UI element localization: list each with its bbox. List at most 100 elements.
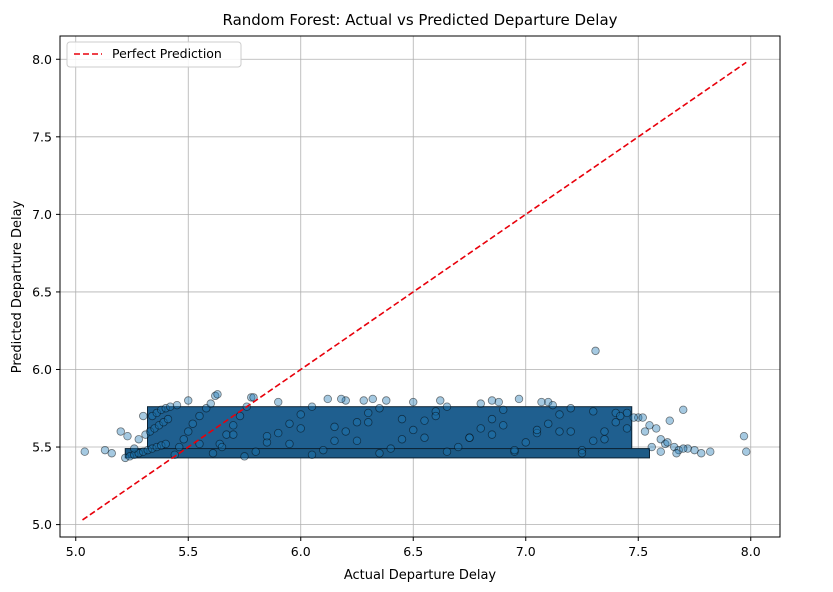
scatter-point bbox=[442, 447, 452, 456]
scatter-points bbox=[80, 346, 751, 463]
scatter-point bbox=[611, 418, 620, 427]
scatter-point bbox=[510, 445, 519, 455]
scatter-point bbox=[487, 396, 497, 405]
scatter-point bbox=[139, 447, 148, 456]
scatter-point bbox=[217, 442, 227, 452]
scatter-point bbox=[184, 427, 193, 436]
scatter-point bbox=[532, 425, 542, 435]
dense-point-band bbox=[124, 406, 650, 459]
scatter-point bbox=[409, 425, 418, 435]
scatter-point bbox=[375, 449, 384, 458]
scatter-point bbox=[690, 445, 699, 455]
y-tick-label: 5.5 bbox=[32, 440, 52, 455]
scatter-point bbox=[431, 411, 440, 421]
scatter-point bbox=[148, 411, 157, 421]
scatter-point bbox=[121, 453, 130, 463]
scatter-point bbox=[652, 424, 661, 433]
scatter-point bbox=[706, 447, 715, 456]
y-tick-label: 5.0 bbox=[32, 517, 52, 532]
scatter-point bbox=[386, 444, 395, 453]
scatter-point bbox=[679, 444, 688, 453]
scatter-point bbox=[364, 418, 373, 427]
legend: Perfect Prediction bbox=[66, 41, 242, 68]
scatter-point bbox=[514, 394, 524, 404]
scatter-point bbox=[454, 442, 463, 452]
scatter-point bbox=[544, 397, 553, 407]
scatter-point bbox=[123, 431, 132, 441]
scatter-point bbox=[647, 442, 656, 452]
scatter-point bbox=[487, 430, 497, 439]
scatter-point bbox=[195, 411, 204, 421]
scatter-point bbox=[262, 431, 272, 441]
scatter-point bbox=[566, 404, 575, 413]
scatter-point bbox=[139, 411, 148, 421]
scatter-point bbox=[130, 450, 139, 459]
scatter-point bbox=[476, 399, 485, 408]
scatter-point bbox=[521, 438, 530, 447]
grid bbox=[60, 36, 780, 537]
scatter-point bbox=[679, 405, 688, 415]
scatter-point bbox=[420, 433, 429, 442]
scatter-point bbox=[663, 438, 672, 447]
scatter-point bbox=[206, 399, 215, 408]
scatter-point bbox=[634, 413, 643, 422]
scatter-point bbox=[672, 449, 681, 458]
scatter-point bbox=[251, 447, 260, 456]
scatter-point bbox=[157, 405, 166, 415]
y-axis-ticks: 5.0 5.5 6.0 6.5 7.0 7.5 8.0 bbox=[32, 52, 60, 532]
scatter-point bbox=[150, 424, 159, 433]
y-tick-label: 8.0 bbox=[32, 52, 52, 67]
scatter-point bbox=[240, 452, 249, 461]
scatter-point bbox=[589, 436, 598, 446]
scatter-point bbox=[341, 427, 350, 436]
scatter-point bbox=[499, 421, 508, 430]
y-tick-label: 6.0 bbox=[32, 362, 52, 377]
scatter-point bbox=[330, 422, 339, 432]
scatter-point bbox=[577, 445, 587, 455]
scatter-point bbox=[143, 445, 152, 455]
scatter-point bbox=[175, 442, 184, 452]
scatter-point bbox=[80, 447, 89, 456]
x-tick-label: 5.5 bbox=[178, 544, 198, 559]
scatter-point bbox=[157, 441, 166, 450]
scatter-point bbox=[589, 407, 598, 416]
scatter-point bbox=[337, 394, 346, 404]
scatter-point bbox=[107, 449, 116, 458]
scatter-point bbox=[555, 410, 564, 419]
scatter-point bbox=[307, 402, 317, 411]
scatter-point bbox=[622, 424, 632, 433]
scatter-point bbox=[213, 390, 222, 399]
scatter-point bbox=[262, 438, 272, 447]
scatter-point bbox=[577, 449, 587, 458]
dense-band-floor bbox=[124, 448, 650, 459]
scatter-point bbox=[352, 436, 362, 446]
scatter-point bbox=[499, 405, 508, 415]
scatter-point bbox=[382, 396, 391, 405]
scatter-point bbox=[145, 427, 155, 436]
scatter-point bbox=[148, 444, 157, 453]
scatter-point bbox=[154, 421, 164, 430]
scatter-point bbox=[537, 397, 546, 407]
scatter-point bbox=[134, 435, 143, 444]
scatter-point bbox=[161, 404, 170, 413]
scatter-point bbox=[420, 416, 429, 425]
scatter-point bbox=[247, 393, 256, 402]
scatter-point bbox=[487, 414, 497, 424]
scatter-point bbox=[431, 407, 440, 416]
scatter-point bbox=[544, 419, 553, 428]
y-axis-label: Predicted Departure Delay bbox=[10, 200, 25, 373]
scatter-point bbox=[616, 411, 625, 421]
perfect-prediction-line bbox=[82, 61, 747, 521]
x-axis-label: Actual Departure Delay bbox=[344, 568, 497, 583]
scatter-point bbox=[442, 402, 452, 411]
scatter-point bbox=[548, 400, 557, 410]
scatter-point bbox=[319, 445, 328, 455]
scatter-point bbox=[161, 439, 170, 449]
y-tick-label: 6.5 bbox=[32, 284, 52, 299]
scatter-point bbox=[555, 427, 564, 436]
scatter-point bbox=[296, 410, 305, 419]
x-tick-label: 8.0 bbox=[741, 544, 761, 559]
scatter-point bbox=[665, 416, 674, 425]
scatter-point bbox=[638, 413, 647, 422]
